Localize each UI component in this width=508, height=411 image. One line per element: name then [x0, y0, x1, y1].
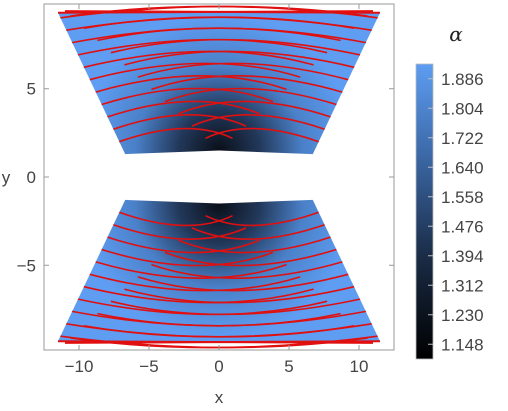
contour-line-upper-left [71, 27, 341, 44]
rim-edge-lower-left [57, 340, 374, 344]
contour-line-lower-right [178, 236, 331, 254]
contour-line-lower-left [89, 273, 301, 292]
contour-line-upper-left [101, 87, 274, 106]
contour-line-upper-right [178, 100, 331, 118]
colorbar-tick-label: 1.230 [441, 306, 484, 325]
contour-line-lower-right [205, 211, 319, 227]
colorbar: α 1.886 1.804 1.722 1.640 1.558 1.476 1.394 1.3… [415, 22, 484, 360]
contour-line-lower-left [95, 261, 287, 279]
y-axis-label: y [2, 168, 11, 187]
x-axis-ticks: −10 −5 0 5 10 [65, 4, 369, 376]
x-tick-label: 0 [214, 357, 223, 376]
contour-line-upper-left [113, 114, 247, 131]
contour-line-lower-left [83, 285, 314, 304]
contour-line-upper-left [95, 75, 287, 93]
contour-line-upper-left [119, 127, 233, 143]
colorbar-tick-label: 1.394 [441, 247, 484, 266]
x-tick-label: 10 [350, 357, 369, 376]
contour-layer [57, 5, 381, 349]
contour-line-upper-left [107, 100, 260, 118]
colorbar-tick-label: 1.886 [441, 70, 484, 89]
y-tick-label: 5 [27, 80, 36, 99]
x-axis-label: x [215, 388, 224, 407]
colorbar-tick-label: 1.640 [441, 158, 484, 177]
x-tick-label: 5 [284, 357, 293, 376]
colorbar-tick-label: 1.722 [441, 129, 484, 148]
y-tick-label: 0 [27, 168, 36, 187]
contour-line-lower-left [101, 248, 274, 267]
contour-line-upper-left [83, 50, 314, 69]
contour-line-lower-right [137, 273, 349, 292]
colorbar-tick-label: 1.312 [441, 276, 484, 295]
y-axis-ticks: −5 0 5 [17, 80, 394, 275]
contour-line-lower-right [151, 261, 343, 279]
contour-line-lower-left [66, 323, 355, 338]
contour-line-upper-left [77, 38, 328, 56]
contour-line-lower-left [107, 236, 260, 254]
x-tick-label: −10 [65, 357, 94, 376]
contour-line-upper-left [89, 62, 301, 81]
contour-line-upper-right [151, 75, 343, 93]
y-tick-label: −5 [17, 256, 36, 275]
rim-edge-upper-left [57, 10, 374, 14]
plot-area: −10 −5 0 5 10 −5 0 5 [17, 3, 395, 376]
x-tick-label: −5 [139, 357, 158, 376]
colorbar-tick-label: 1.476 [441, 217, 484, 236]
colorbar-tick-label: 1.558 [441, 188, 484, 207]
contour-line-lower-left [71, 310, 341, 327]
contour-line-upper-right [137, 62, 349, 81]
contour-line-lower-right [191, 223, 325, 240]
colorbar-tick-label: 1.148 [441, 335, 484, 354]
contour-line-lower-left [77, 298, 328, 316]
colorbar-ticks: 1.886 1.804 1.722 1.640 1.558 1.476 1.394 1.312… [428, 70, 484, 354]
heatmap-layer [58, 11, 380, 343]
contour-line-lower-right [164, 248, 337, 267]
contour-line-upper-right [164, 87, 337, 106]
colorbar-tick-label: 1.804 [441, 99, 484, 118]
contour-line-upper-right [191, 114, 325, 131]
contour-line-lower-left [119, 211, 233, 227]
contour-line-lower-left [113, 223, 247, 240]
contour-line-upper-left [66, 16, 355, 31]
colorbar-title: α [449, 22, 463, 46]
contour-line-upper-right [205, 127, 319, 143]
